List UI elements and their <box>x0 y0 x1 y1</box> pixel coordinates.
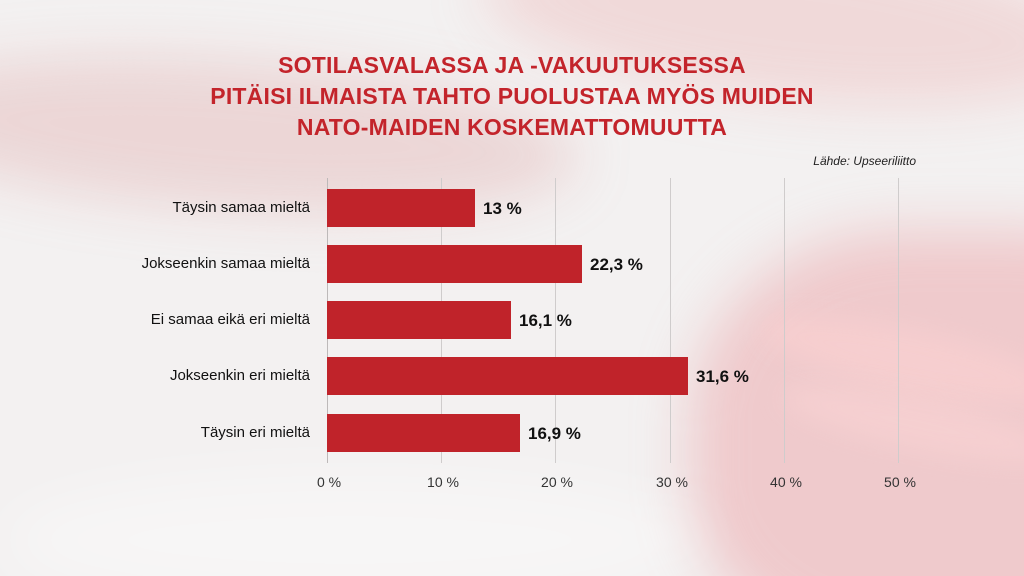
bar-value-label: 13 % <box>483 199 522 218</box>
x-axis-tick-label: 20 % <box>541 474 573 490</box>
bar <box>327 414 520 452</box>
bar <box>327 245 582 283</box>
x-axis-tick-label: 40 % <box>770 474 802 490</box>
x-axis-tick-label: 50 % <box>884 474 916 490</box>
category-label: Täysin eri mieltä <box>200 424 310 441</box>
bar-value-label: 22,3 % <box>590 255 643 274</box>
category-label: Täysin samaa mieltä <box>172 199 310 216</box>
background-blur-shape <box>0 470 700 576</box>
chart-title-line: SOTILASVALASSA JA -VAKUUTUKSESSA <box>278 52 746 78</box>
category-label: Jokseenkin samaa mieltä <box>141 255 310 272</box>
bar-value-label: 16,1 % <box>519 311 572 330</box>
category-label: Ei samaa eikä eri mieltä <box>150 311 310 328</box>
bar-value-label: 16,9 % <box>528 424 581 443</box>
gridline <box>555 178 556 463</box>
bar <box>327 189 475 227</box>
gridline <box>670 178 671 463</box>
bar <box>327 301 511 339</box>
chart-title-line: NATO-MAIDEN KOSKEMATTOMUUTTA <box>296 114 728 140</box>
category-label: Jokseenkin eri mieltä <box>169 367 310 384</box>
chart-title: SOTILASVALASSA JA -VAKUUTUKSESSA PITÄISI… <box>0 50 1024 143</box>
source-note: Lähde: Upseeriliitto <box>813 154 916 168</box>
gridline <box>898 178 899 463</box>
bar-value-label: 31,6 % <box>696 367 749 386</box>
bar <box>327 357 688 395</box>
gridline <box>784 178 785 463</box>
x-axis-tick-label: 30 % <box>656 474 688 490</box>
x-axis-tick-label: 0 % <box>316 474 342 490</box>
x-axis-tick-label: 10 % <box>427 474 459 490</box>
chart-title-line: PITÄISI ILMAISTA TAHTO PUOLUSTAA MYÖS MU… <box>210 83 814 109</box>
